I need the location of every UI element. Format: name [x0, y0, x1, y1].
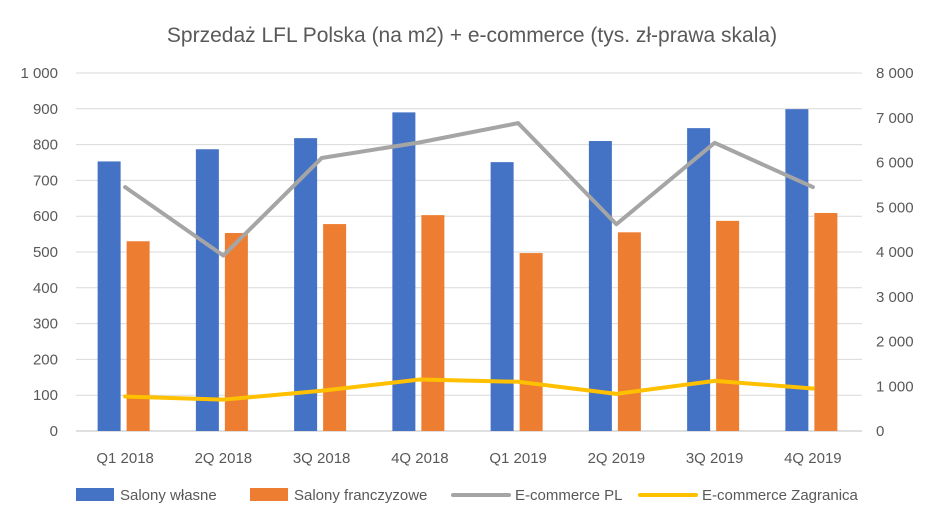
left-tick-label: 700 — [33, 172, 58, 189]
bar — [588, 141, 612, 431]
x-tick-label: Q1 2018 — [96, 450, 154, 467]
bar — [97, 161, 121, 431]
legend-label: E-commerce PL — [515, 487, 623, 504]
bar — [392, 112, 416, 431]
bar — [195, 149, 219, 431]
bar — [294, 138, 318, 431]
bar — [814, 212, 838, 431]
bar — [490, 162, 514, 431]
x-tick-label: Q1 2019 — [489, 450, 547, 467]
right-tick-label: 7 000 — [876, 110, 914, 127]
right-tick-label: 1 000 — [876, 378, 914, 395]
legend: Salony własne Salony franczyzowe E-commerc… — [76, 487, 859, 504]
right-tick-label: 5 000 — [876, 199, 914, 216]
left-axis-ticks: 0 100 200 300 400 500 600 700 800 900 1 000 — [20, 65, 58, 440]
legend-swatch — [76, 488, 114, 501]
x-tick-label: 3Q 2018 — [293, 450, 351, 467]
bar — [126, 241, 150, 431]
x-tick-label: 2Q 2019 — [588, 450, 646, 467]
left-tick-label: 1 000 — [20, 65, 58, 82]
right-axis-ticks: 0 1 000 2 000 3 000 4 000 5 000 6 000 7 000 8 00… — [876, 65, 914, 440]
right-tick-label: 6 000 — [876, 155, 914, 172]
right-tick-label: 4 000 — [876, 244, 914, 261]
chart-title: Sprzedaż LFL Polska (na m2) + e-commerce… — [167, 24, 777, 47]
legend-label: Salony franczyzowe — [294, 487, 427, 504]
x-axis-ticks: Q1 2018 2Q 2018 3Q 2018 4Q 2018 Q1 2019 2Q 20… — [96, 450, 841, 467]
line-series — [123, 121, 815, 402]
left-tick-label: 200 — [33, 351, 58, 368]
bar — [421, 215, 445, 431]
left-tick-label: 600 — [33, 208, 58, 225]
bar — [617, 232, 641, 431]
right-tick-label: 3 000 — [876, 289, 914, 306]
bar — [519, 253, 543, 431]
x-tick-label: 2Q 2018 — [195, 450, 253, 467]
bar — [224, 233, 248, 431]
right-tick-label: 0 — [876, 423, 884, 440]
left-tick-label: 300 — [33, 316, 58, 333]
series-line — [123, 121, 815, 258]
left-tick-label: 100 — [33, 387, 58, 404]
legend-label: E-commerce Zagranica — [702, 487, 859, 504]
left-tick-label: 0 — [50, 423, 58, 440]
bar — [785, 109, 809, 432]
bar — [323, 224, 347, 431]
series-line — [123, 377, 815, 402]
bar — [716, 220, 740, 431]
legend-swatch — [250, 488, 288, 501]
left-tick-label: 500 — [33, 244, 58, 261]
gridlines — [76, 72, 862, 432]
bar — [687, 128, 711, 431]
left-tick-label: 400 — [33, 280, 58, 297]
legend-label: Salony własne — [120, 487, 217, 504]
left-tick-label: 800 — [33, 137, 58, 154]
x-tick-label: 4Q 2018 — [391, 450, 449, 467]
x-tick-label: 4Q 2019 — [784, 450, 842, 467]
left-tick-label: 900 — [33, 101, 58, 118]
right-tick-label: 2 000 — [876, 334, 914, 351]
right-tick-label: 8 000 — [876, 65, 914, 82]
x-tick-label: 3Q 2019 — [686, 450, 744, 467]
bar-series — [97, 109, 838, 432]
